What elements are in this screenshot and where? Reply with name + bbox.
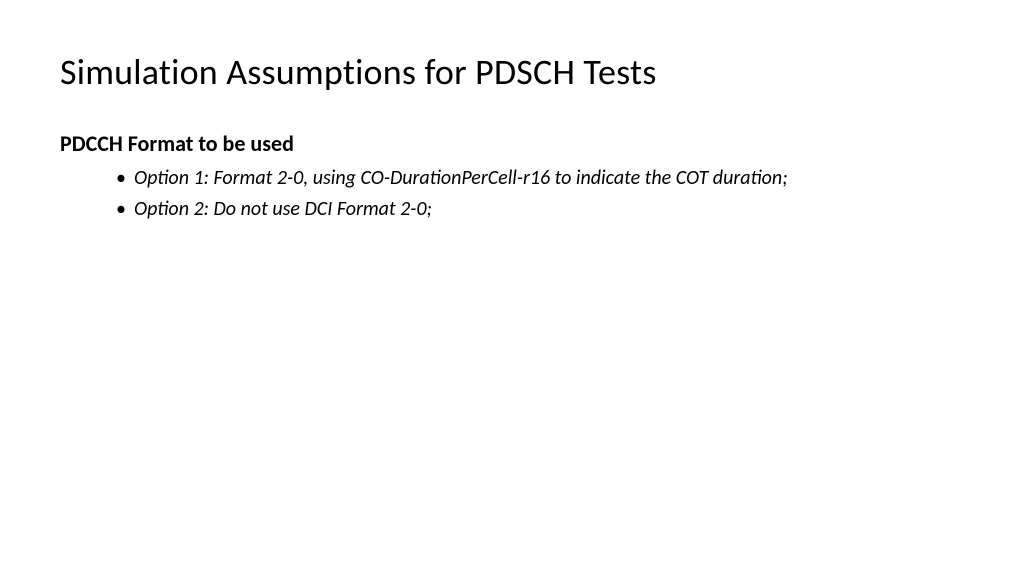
list-item: Option 1: Format 2-0, using CO-DurationP… [116,165,964,192]
section-subtitle: PDCCH Format to be used [60,130,964,157]
list-item: Option 2: Do not use DCI Format 2-0; [116,196,964,223]
slide-title: Simulation Assumptions for PDSCH Tests [60,50,964,94]
bullet-list: Option 1: Format 2-0, using CO-DurationP… [60,165,964,223]
